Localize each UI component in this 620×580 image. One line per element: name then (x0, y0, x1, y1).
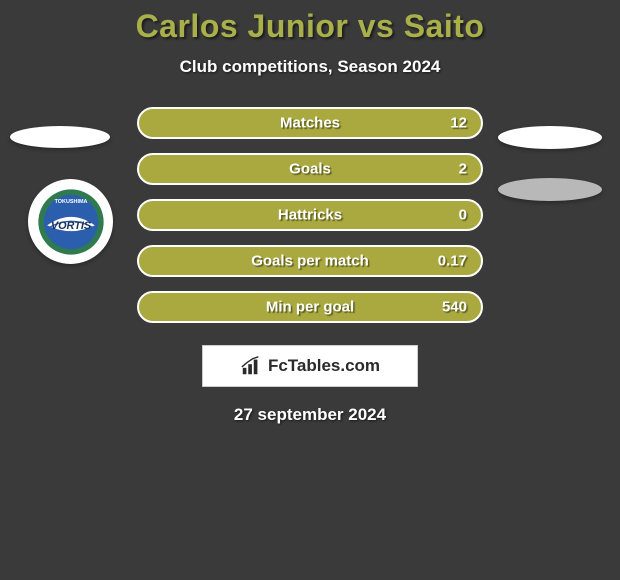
stat-label: Goals per match (251, 253, 369, 270)
player-right-ellipse-2 (498, 178, 602, 201)
stat-row-goals: Goals 2 (137, 153, 483, 185)
team-logo-svg: TOKUSHIMA VORTIS (37, 188, 105, 256)
fctables-label: FcTables.com (268, 356, 380, 376)
stat-label: Matches (280, 115, 340, 132)
stat-value: 540 (442, 299, 467, 316)
date-text: 27 september 2024 (0, 405, 620, 425)
player-right-ellipse-1 (498, 126, 602, 149)
stat-value: 2 (459, 161, 467, 178)
stat-row-matches: Matches 12 (137, 107, 483, 139)
page-title: Carlos Junior vs Saito (0, 0, 620, 45)
player-left-ellipse (10, 126, 110, 148)
stat-label: Goals (289, 161, 331, 178)
stat-value: 0.17 (438, 253, 467, 270)
stat-row-goals-per-match: Goals per match 0.17 (137, 245, 483, 277)
team-logo: TOKUSHIMA VORTIS (28, 179, 113, 264)
stat-row-min-per-goal: Min per goal 540 (137, 291, 483, 323)
bar-chart-icon (240, 355, 262, 377)
subtitle: Club competitions, Season 2024 (0, 57, 620, 77)
stat-label: Hattricks (278, 207, 342, 224)
fctables-attribution[interactable]: FcTables.com (202, 345, 418, 387)
stat-label: Min per goal (266, 299, 354, 316)
logo-text-main: VORTIS (50, 219, 91, 231)
stat-row-hattricks: Hattricks 0 (137, 199, 483, 231)
stat-value: 12 (450, 115, 467, 132)
stat-value: 0 (459, 207, 467, 224)
logo-text-top: TOKUSHIMA (54, 198, 87, 204)
